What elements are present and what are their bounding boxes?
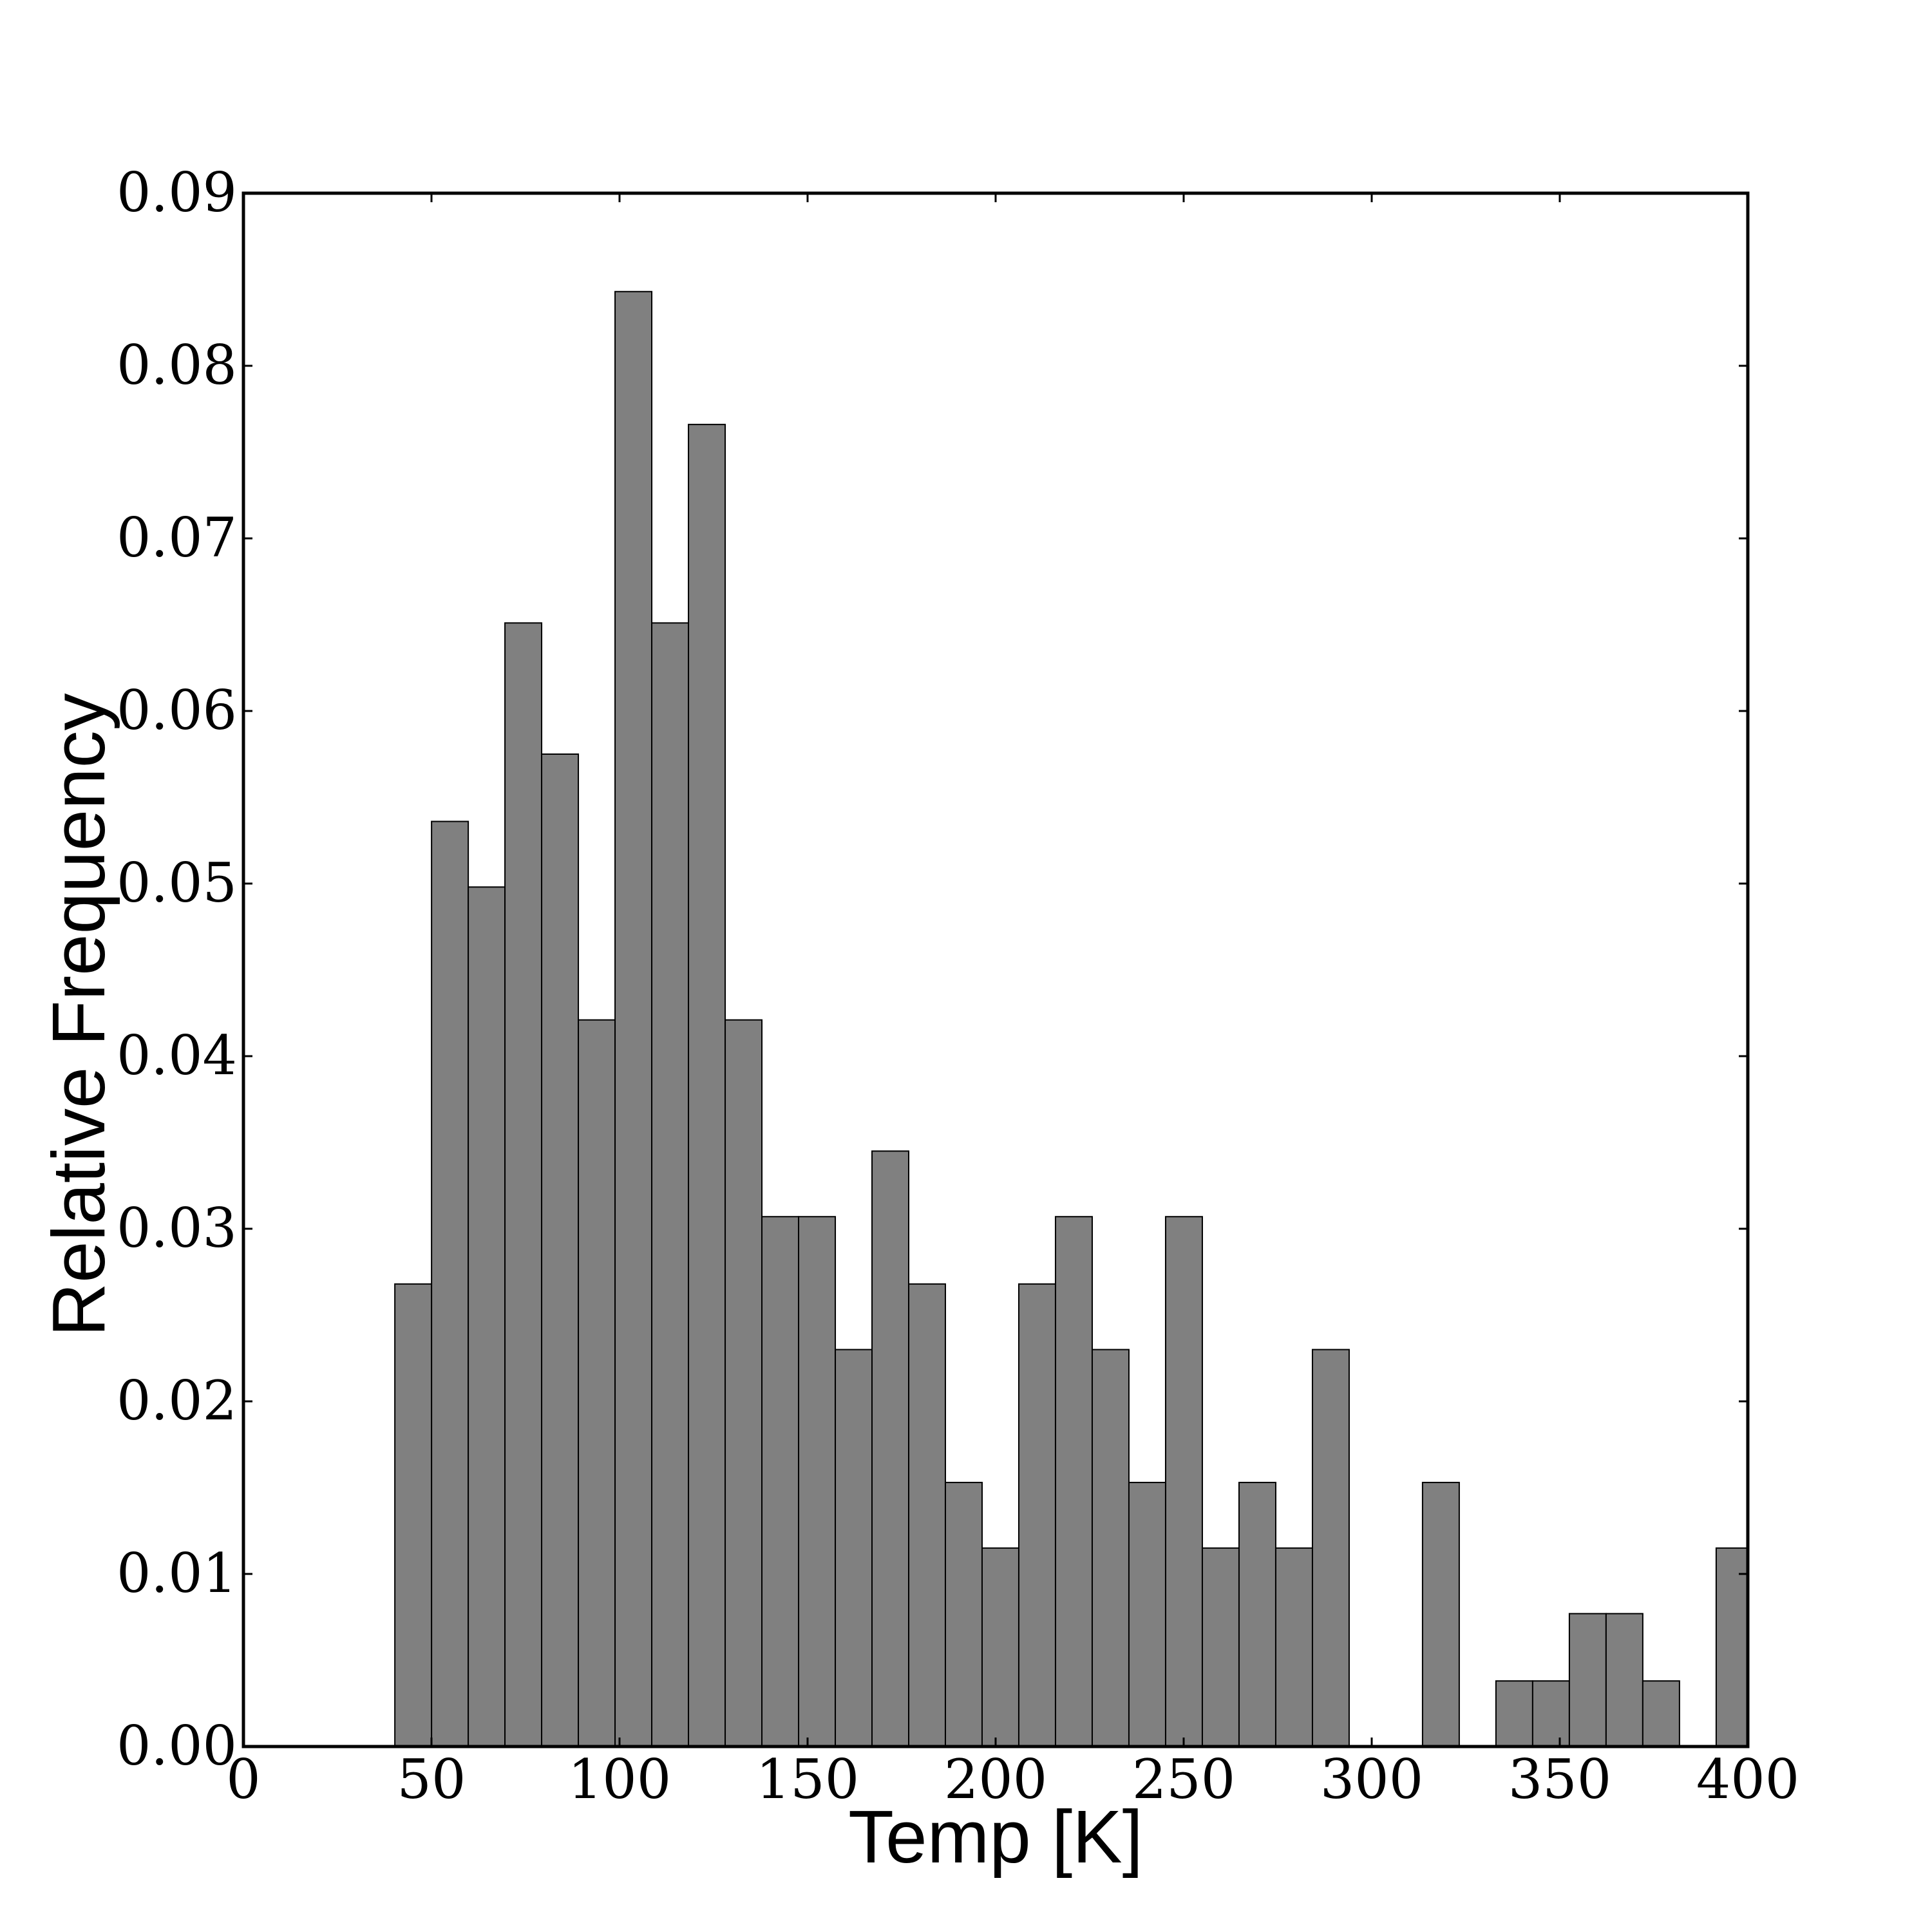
histogram-bar bbox=[871, 1150, 910, 1747]
x-tick-label: 100 bbox=[568, 1748, 671, 1811]
histogram-bar bbox=[431, 820, 469, 1747]
x-tick-label: 300 bbox=[1320, 1748, 1423, 1811]
y-axis-title: Relative Frequency bbox=[37, 693, 120, 1336]
histogram-bar bbox=[578, 1019, 616, 1747]
y-tick-labels: 0.00 0.01 0.02 0.03 0.04 0.05 0.06 0.07 0.08 0.09 bbox=[117, 161, 237, 1777]
histogram-bar bbox=[908, 1283, 946, 1747]
histogram-bar bbox=[1421, 1481, 1460, 1747]
histogram-bar bbox=[1054, 1216, 1093, 1747]
y-tick-label: 0.08 bbox=[117, 334, 237, 397]
histogram-bar bbox=[468, 886, 506, 1747]
histogram-bar bbox=[1128, 1481, 1166, 1747]
x-tick-label: 0 bbox=[226, 1748, 260, 1811]
x-tick-label: 150 bbox=[756, 1748, 859, 1811]
histogram-bar bbox=[504, 622, 543, 1748]
histogram-bar bbox=[688, 424, 726, 1747]
histogram-bar bbox=[1715, 1547, 1748, 1748]
y-tick-label: 0.06 bbox=[117, 679, 237, 742]
x-tick-label: 400 bbox=[1696, 1748, 1799, 1811]
histogram-bar bbox=[541, 753, 580, 1747]
y-tick-label: 0.02 bbox=[117, 1369, 237, 1432]
histogram-bar bbox=[835, 1349, 873, 1748]
x-axis-title: Temp [K] bbox=[848, 1795, 1143, 1879]
y-tick-label: 0.00 bbox=[117, 1714, 237, 1777]
x-tick-label: 350 bbox=[1508, 1748, 1611, 1811]
y-tick-label: 0.07 bbox=[117, 506, 237, 569]
histogram-bar bbox=[1605, 1613, 1643, 1747]
histogram-bar bbox=[798, 1216, 837, 1747]
histogram-bar bbox=[944, 1481, 983, 1747]
x-tick-label: 250 bbox=[1132, 1748, 1235, 1811]
histogram-bar bbox=[614, 290, 653, 1747]
histogram-bar bbox=[394, 1283, 433, 1747]
y-tick-label: 0.03 bbox=[117, 1197, 237, 1260]
y-tick-label: 0.09 bbox=[117, 161, 237, 224]
histogram-bar bbox=[1018, 1283, 1056, 1747]
histogram-bar bbox=[1531, 1680, 1570, 1747]
histogram-bar bbox=[651, 622, 690, 1748]
histogram-bar bbox=[1201, 1547, 1240, 1748]
bars-group bbox=[394, 290, 1748, 1748]
plot-frame bbox=[242, 191, 1750, 1748]
histogram-bar bbox=[761, 1216, 800, 1747]
histogram-bar bbox=[1568, 1613, 1607, 1747]
histogram-bar bbox=[1238, 1481, 1276, 1747]
y-tick-label: 0.05 bbox=[117, 851, 237, 914]
x-tick-label: 200 bbox=[944, 1748, 1047, 1811]
histogram-bar bbox=[1311, 1349, 1350, 1748]
histogram-bar bbox=[1274, 1547, 1313, 1748]
histogram-bar bbox=[1091, 1349, 1130, 1748]
y-tick-label: 0.04 bbox=[117, 1024, 237, 1087]
y-tick-label: 0.01 bbox=[117, 1542, 237, 1605]
histogram-bar bbox=[1495, 1680, 1533, 1747]
histogram-bar bbox=[1642, 1680, 1680, 1747]
x-tick-labels: 0 50 100 150 200 250 300 350 400 bbox=[226, 1748, 1799, 1811]
histogram-bar bbox=[1164, 1216, 1203, 1747]
histogram-bar bbox=[981, 1547, 1019, 1748]
x-tick-label: 50 bbox=[397, 1748, 466, 1811]
histogram-bar bbox=[724, 1019, 763, 1747]
